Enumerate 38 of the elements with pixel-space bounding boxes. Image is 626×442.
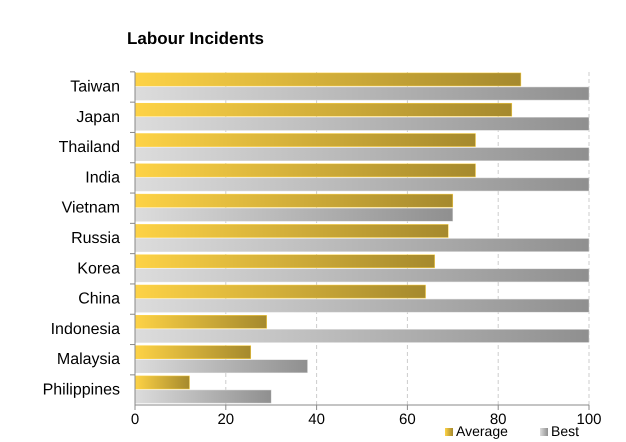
bar xyxy=(134,238,590,252)
y-tick-label: Vietnam xyxy=(62,200,120,217)
bar xyxy=(134,208,454,222)
y-tick-label: Malaysia xyxy=(56,351,120,368)
y-tick-label: Indonesia xyxy=(50,320,120,338)
bar xyxy=(134,359,308,374)
bar xyxy=(134,390,272,404)
bar xyxy=(134,345,252,359)
bar xyxy=(134,194,454,208)
bar xyxy=(134,315,267,329)
y-tick-label: Thailand xyxy=(58,139,120,156)
bar xyxy=(134,298,590,312)
y-tick-label: India xyxy=(85,169,120,186)
x-tick-label: 0 xyxy=(130,411,140,428)
x-tick-label: 40 xyxy=(308,411,325,428)
x-tick-label: 20 xyxy=(217,411,234,428)
bar xyxy=(134,254,435,268)
y-tick-label: Taiwan xyxy=(70,78,120,96)
bar xyxy=(134,147,590,161)
y-tick-label: Korea xyxy=(77,260,120,278)
bar xyxy=(134,117,590,131)
y-tick-label: Russia xyxy=(71,230,120,247)
bar xyxy=(134,102,512,117)
x-tick-label: 60 xyxy=(399,411,416,428)
y-tick-label: China xyxy=(78,290,120,308)
bar xyxy=(134,178,590,192)
bar xyxy=(134,376,190,390)
bar xyxy=(134,284,426,298)
bar xyxy=(134,329,590,343)
chart-title: Labour Incidents xyxy=(127,29,264,48)
bar xyxy=(134,72,522,86)
bar xyxy=(134,164,476,178)
y-tick-label: Japan xyxy=(76,108,120,126)
bar xyxy=(134,133,476,147)
y-tick-label: Philippines xyxy=(42,382,120,398)
bar xyxy=(134,268,590,282)
bar xyxy=(134,86,590,100)
bar xyxy=(134,224,449,238)
